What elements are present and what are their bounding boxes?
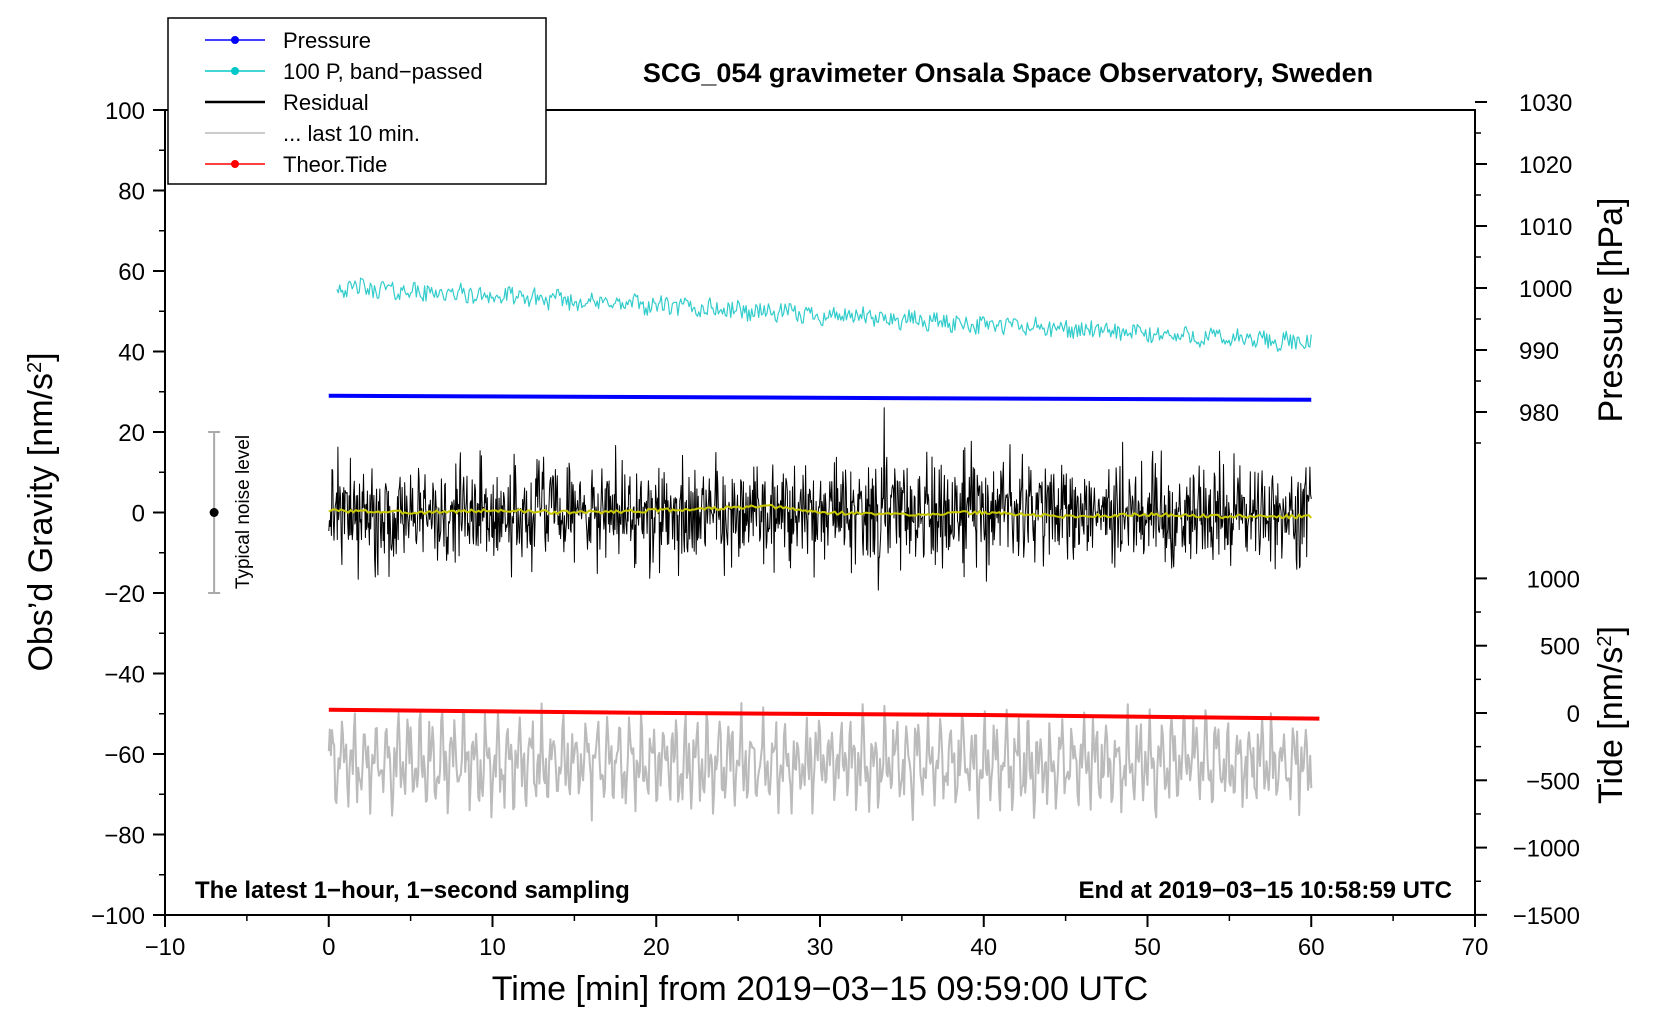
legend-label: Theor.Tide bbox=[283, 152, 387, 177]
noise-level-indicator: Typical noise level bbox=[208, 431, 254, 594]
series-residual bbox=[328, 407, 1312, 591]
y-tick-label: −100 bbox=[91, 903, 145, 930]
tide-tick-label: 500 bbox=[1540, 634, 1580, 661]
legend-entry: 100 P, band−passed bbox=[205, 59, 483, 84]
legend-entries: Pressure 100 P, band−passed Residual ... la… bbox=[205, 28, 483, 177]
legend-entry: Pressure bbox=[205, 28, 371, 53]
series-pressure bbox=[328, 393, 1312, 402]
y-tick-label: 40 bbox=[118, 340, 145, 367]
y-tick-label: −20 bbox=[104, 581, 145, 608]
x-tick-label: 20 bbox=[643, 934, 670, 961]
legend-marker bbox=[231, 160, 239, 168]
x-tick-label: 70 bbox=[1462, 934, 1489, 961]
legend-label: 100 P, band−passed bbox=[283, 59, 483, 84]
tide-tick-label: −500 bbox=[1526, 768, 1580, 795]
y-tick-label: 100 bbox=[105, 98, 145, 125]
pressure-axis-title: Pressure [hPa] bbox=[1592, 198, 1630, 423]
y-tick-label: 20 bbox=[118, 420, 145, 447]
axes-layer: −10 0 10 20 30 40 50 60 70−100−80−60−40−20020406… bbox=[91, 90, 1580, 961]
y-tick-label: −40 bbox=[104, 662, 145, 689]
tide-tick-label: −1000 bbox=[1513, 836, 1580, 863]
y-axis-left-title: Obs’d Gravity [nm/s2] bbox=[22, 352, 60, 671]
tide-tick-label: −1500 bbox=[1513, 903, 1580, 930]
y-tick-label: −80 bbox=[104, 823, 145, 850]
legend-marker bbox=[231, 67, 239, 75]
legend-label: Residual bbox=[283, 90, 369, 115]
series-layer bbox=[327, 277, 1320, 822]
x-tick-label: −10 bbox=[145, 934, 186, 961]
x-tick-label: 40 bbox=[970, 934, 997, 961]
x-tick-label: 0 bbox=[322, 934, 335, 961]
legend-entry: Theor.Tide bbox=[205, 152, 387, 177]
series-last-10-min bbox=[327, 702, 1313, 822]
legend: Pressure 100 P, band−passed Residual ... la… bbox=[167, 17, 547, 185]
series-residual-smoothed bbox=[328, 503, 1313, 520]
y-tick-label: 60 bbox=[118, 259, 145, 286]
legend-entry: Residual bbox=[205, 90, 369, 115]
noise-center-dot bbox=[209, 508, 219, 517]
chart-title: SCG_054 gravimeter Onsala Space Observat… bbox=[643, 58, 1373, 88]
y-tick-label: 80 bbox=[118, 179, 145, 206]
legend-label: Pressure bbox=[283, 28, 371, 53]
pressure-tick-label: 1030 bbox=[1519, 90, 1572, 117]
tide-tick-label: 1000 bbox=[1527, 566, 1580, 593]
series-theor-tide bbox=[328, 707, 1320, 721]
x-tick-label: 50 bbox=[1134, 934, 1161, 961]
end-time-annotation: End at 2019−03−15 10:58:59 UTC bbox=[1078, 877, 1452, 904]
x-tick-label: 60 bbox=[1298, 934, 1325, 961]
legend-entry: ... last 10 min. bbox=[205, 121, 420, 146]
y-tick-label: 0 bbox=[132, 501, 145, 528]
pressure-tick-label: 980 bbox=[1519, 400, 1559, 427]
pressure-tick-label: 1010 bbox=[1519, 214, 1572, 241]
tide-axis-title: Tide [nm/s2] bbox=[1592, 626, 1630, 804]
series-pressure-bandpassed bbox=[336, 277, 1312, 352]
pressure-tick-label: 1000 bbox=[1519, 276, 1572, 303]
y-tick-label: −60 bbox=[104, 742, 145, 769]
x-axis-title: Time [min] from 2019−03−15 09:59:00 UTC bbox=[492, 970, 1148, 1008]
tide-tick-label: 0 bbox=[1567, 701, 1580, 728]
legend-marker bbox=[231, 36, 239, 44]
sampling-annotation: The latest 1−hour, 1−second sampling bbox=[195, 877, 630, 904]
x-tick-label: 30 bbox=[807, 934, 834, 961]
pressure-tick-label: 990 bbox=[1519, 338, 1559, 365]
pressure-tick-label: 1020 bbox=[1519, 152, 1572, 179]
x-tick-label: 10 bbox=[479, 934, 506, 961]
legend-label: ... last 10 min. bbox=[283, 121, 420, 146]
noise-level-label: Typical noise level bbox=[233, 435, 254, 589]
